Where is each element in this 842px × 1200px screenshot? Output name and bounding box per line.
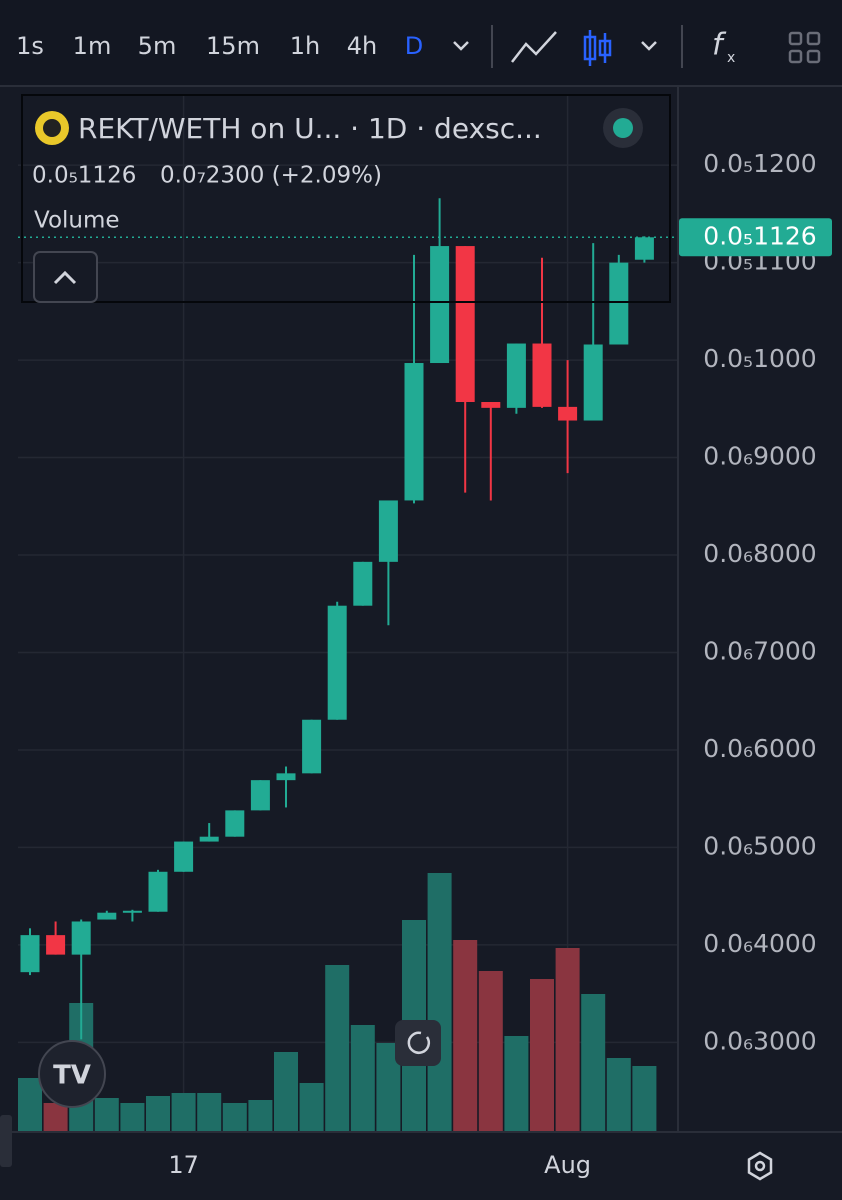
candle-body xyxy=(506,343,526,408)
y-tick-label: 0.0₆4000 xyxy=(703,929,816,958)
candle-body xyxy=(225,810,245,837)
y-tick-label: 0.0₆5000 xyxy=(703,831,816,860)
candle-body xyxy=(20,935,40,973)
interval-button[interactable]: 15m xyxy=(206,32,260,60)
interval-button[interactable]: 1h xyxy=(290,32,320,60)
volume-bar xyxy=(530,979,554,1132)
price-axis: 0.0₅12000.0₅11000.0₅10000.0₆90000.0₆8000… xyxy=(679,149,832,1055)
interval-button[interactable]: 1m xyxy=(73,32,112,60)
candle-body xyxy=(455,246,475,403)
candle-body xyxy=(148,871,168,912)
candle-body xyxy=(481,402,501,408)
candle-body xyxy=(583,344,603,421)
symbol-title: REKT/WETH on U... · 1D · dexsc... xyxy=(78,112,542,145)
interval-button[interactable]: 1s xyxy=(16,32,44,60)
candle-body xyxy=(71,921,91,955)
candle-body xyxy=(199,836,219,842)
y-tick-label: 0.0₆6000 xyxy=(703,734,816,763)
candle-body xyxy=(532,343,552,407)
volume-bar xyxy=(43,1103,68,1132)
volume-bar xyxy=(427,873,452,1132)
candle-body xyxy=(558,406,578,421)
volume-bar xyxy=(504,1036,529,1132)
candle-body xyxy=(378,500,398,562)
interval-button[interactable]: 5m xyxy=(138,32,177,60)
y-tick-label: 0.0₅1200 xyxy=(703,149,816,178)
x-tick-label: Aug xyxy=(544,1151,591,1179)
token-icon-inner xyxy=(43,119,61,137)
legend-change: 0.0₇2300 (+2.09%) xyxy=(160,163,382,189)
candle-body xyxy=(609,262,629,345)
y-tick-label: 0.0₅1000 xyxy=(703,344,816,373)
tradingview-logo[interactable] xyxy=(38,1040,106,1108)
settings-button[interactable] xyxy=(747,1151,773,1181)
candle-body xyxy=(46,935,66,955)
volume-bar xyxy=(299,1083,324,1132)
toolbar xyxy=(0,0,842,86)
line-chart-button[interactable] xyxy=(511,31,557,63)
volume-bar xyxy=(325,965,350,1132)
reset-button[interactable] xyxy=(395,1020,441,1066)
volume-legend: Volume xyxy=(34,208,120,234)
candle-body xyxy=(404,363,424,501)
candle-body xyxy=(250,780,270,811)
interval-button[interactable]: D xyxy=(405,32,423,60)
interval-group: 1s 1m 5m 15m 1h 4h D xyxy=(16,32,423,60)
legend-price: 0.0₅1126 xyxy=(32,163,136,189)
volume-bar xyxy=(120,1103,145,1132)
volume-bar xyxy=(146,1096,170,1132)
volume-bar xyxy=(248,1100,273,1132)
candle-body xyxy=(353,561,373,606)
side-tab[interactable] xyxy=(0,1115,12,1167)
status-dot xyxy=(613,118,633,138)
y-tick-label: 0.0₆9000 xyxy=(703,442,816,471)
volume-bar xyxy=(632,1066,657,1132)
candle-body xyxy=(302,719,322,774)
volume-bar xyxy=(478,971,503,1132)
tradingview-logo-mark: TV xyxy=(53,1061,91,1091)
candle-body xyxy=(174,841,194,872)
candle-body xyxy=(122,910,142,913)
collapse-icon xyxy=(53,270,77,285)
volume-bar xyxy=(94,1098,119,1132)
candle-body xyxy=(97,912,117,920)
indicators-button-sub[interactable]: x xyxy=(727,50,735,66)
volume-bar xyxy=(18,1078,42,1132)
volume-bar xyxy=(274,1052,298,1132)
x-tick-label: 17 xyxy=(168,1151,199,1179)
settings-icon xyxy=(754,1160,766,1172)
time-axis: 17 Aug xyxy=(168,1151,591,1179)
price-badge-label: 0.0₅1126 xyxy=(703,221,816,250)
volume-bar xyxy=(606,1058,631,1132)
volume-bar xyxy=(555,948,580,1132)
candle-body xyxy=(634,237,654,260)
chart-type-dropdown[interactable] xyxy=(641,41,657,51)
volume-bar xyxy=(581,994,606,1132)
reset-icon xyxy=(407,1031,431,1054)
y-tick-label: 0.0₆3000 xyxy=(703,1026,816,1055)
volume-bar xyxy=(350,1025,375,1132)
interval-button[interactable]: 4h xyxy=(347,32,377,60)
price-badge xyxy=(679,218,832,257)
volume-bar xyxy=(197,1093,222,1132)
candle-layer xyxy=(18,198,678,1040)
candle-body xyxy=(327,605,347,720)
candle-body xyxy=(430,246,450,364)
interval-dropdown[interactable] xyxy=(453,41,469,51)
y-tick-label: 0.0₆7000 xyxy=(703,636,816,665)
candle-chart-button[interactable] xyxy=(583,30,612,66)
volume-bar xyxy=(171,1093,196,1132)
candle-body xyxy=(276,773,296,781)
collapse-legend-button[interactable] xyxy=(33,251,98,303)
volume-bar xyxy=(222,1103,247,1132)
legend-box xyxy=(21,94,671,303)
volume-layer xyxy=(18,873,657,1132)
volume-bar xyxy=(453,940,478,1132)
y-tick-label: 0.0₆8000 xyxy=(703,539,816,568)
layout-button[interactable] xyxy=(788,31,821,64)
